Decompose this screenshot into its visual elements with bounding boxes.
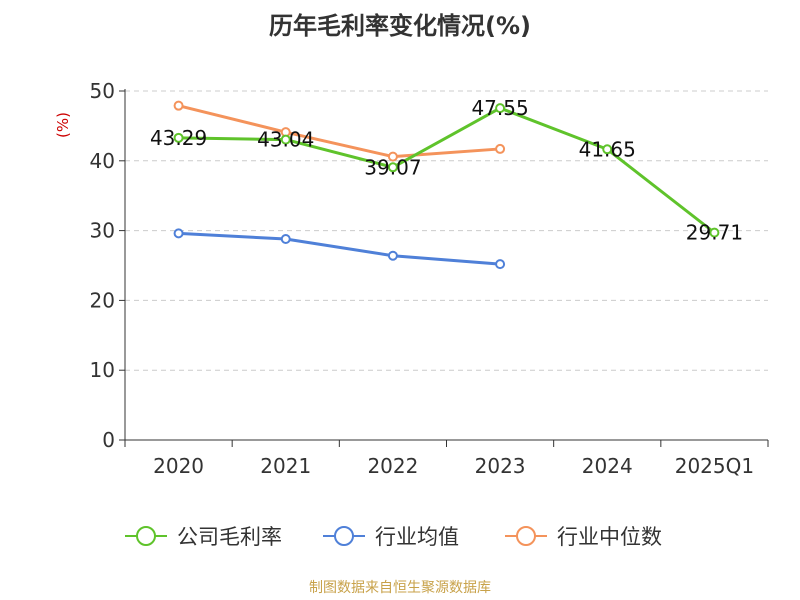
y-tick-label: 30 bbox=[90, 219, 115, 243]
data-label: 47.55 bbox=[471, 96, 528, 120]
x-tick-label-2025Q1: 2025Q1 bbox=[675, 454, 754, 478]
data-label: 41.65 bbox=[579, 137, 636, 161]
axes: 0 10 20 30 40 50 2020 2021 2022 2023 2024 2025Q1 bbox=[90, 79, 769, 478]
y-tick-label: 50 bbox=[90, 79, 115, 103]
data-point[interactable] bbox=[387, 151, 398, 162]
legend-marker bbox=[334, 526, 354, 546]
data-point[interactable] bbox=[280, 134, 291, 145]
x-tick-label-2023: 2023 bbox=[475, 454, 526, 478]
legend-marker bbox=[516, 526, 536, 546]
y-tick-label: 40 bbox=[90, 149, 115, 173]
series-line-1 bbox=[178, 231, 501, 266]
x-tick-label-2021: 2021 bbox=[260, 454, 311, 478]
legend[interactable]: 公司毛利率 行业均值 行业中位数 bbox=[125, 525, 662, 549]
x-tick-label-2020: 2020 bbox=[153, 454, 204, 478]
legend-item-0[interactable]: 公司毛利率 bbox=[125, 525, 282, 549]
data-labels: 43.29 43.04 39.07 47.55 41.65 29.71 bbox=[150, 96, 743, 245]
data-point[interactable] bbox=[495, 143, 506, 154]
y-tick-label: 20 bbox=[90, 288, 115, 312]
legend-label: 行业均值 bbox=[375, 525, 459, 549]
data-point[interactable] bbox=[387, 250, 398, 261]
series-line-2 bbox=[178, 104, 501, 159]
source-note: 制图数据来自恒生聚源数据库 bbox=[309, 580, 491, 596]
data-label: 29.71 bbox=[686, 221, 743, 245]
data-point[interactable] bbox=[602, 144, 613, 155]
data-point[interactable] bbox=[173, 228, 184, 239]
legend-marker bbox=[136, 526, 156, 546]
chart-title: 历年毛利率变化情况(%) bbox=[269, 12, 531, 40]
y-tick-label: 0 bbox=[102, 428, 115, 452]
x-tick-label-2024: 2024 bbox=[582, 454, 633, 478]
grid-lines bbox=[125, 90, 768, 371]
series-group bbox=[173, 100, 720, 270]
legend-item-1[interactable]: 行业均值 bbox=[323, 525, 459, 549]
data-point[interactable] bbox=[173, 132, 184, 143]
data-label: 43.29 bbox=[150, 126, 207, 150]
data-point[interactable] bbox=[495, 259, 506, 270]
legend-label: 公司毛利率 bbox=[177, 525, 282, 549]
legend-item-2[interactable]: 行业中位数 bbox=[505, 525, 662, 549]
data-point[interactable] bbox=[173, 100, 184, 111]
y-axis-label: (%) bbox=[54, 112, 72, 138]
series-line-0 bbox=[178, 106, 716, 234]
x-tick-label-2022: 2022 bbox=[367, 454, 418, 478]
data-point[interactable] bbox=[280, 233, 291, 244]
data-label: 39.07 bbox=[364, 155, 421, 179]
y-tick-label: 10 bbox=[90, 358, 115, 382]
data-label: 43.04 bbox=[257, 128, 314, 152]
legend-label: 行业中位数 bbox=[557, 525, 662, 549]
data-point[interactable] bbox=[495, 103, 506, 114]
data-point[interactable] bbox=[709, 227, 720, 238]
data-point[interactable] bbox=[387, 162, 398, 173]
